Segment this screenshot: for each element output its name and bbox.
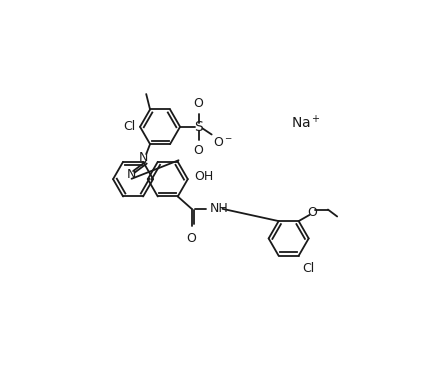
Text: Cl: Cl <box>303 262 315 275</box>
Text: S: S <box>194 120 203 134</box>
Text: N: N <box>139 151 149 165</box>
Text: NH: NH <box>210 202 229 215</box>
Text: Na$^+$: Na$^+$ <box>291 114 321 132</box>
Text: O: O <box>194 144 203 157</box>
Text: O$^-$: O$^-$ <box>213 136 233 149</box>
Text: OH: OH <box>194 169 213 182</box>
Text: N: N <box>127 168 136 181</box>
Text: O: O <box>194 97 203 110</box>
Text: Cl: Cl <box>123 120 135 133</box>
Text: O: O <box>187 232 197 245</box>
Text: O: O <box>307 206 316 219</box>
